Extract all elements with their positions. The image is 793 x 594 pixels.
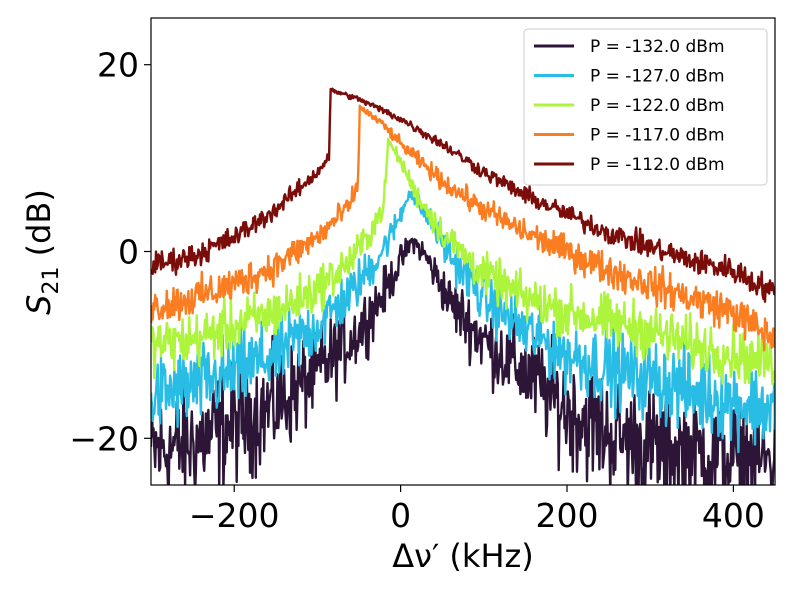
x-axis-label: Δν′ (kHz) bbox=[392, 537, 534, 575]
series-line-5 bbox=[151, 87, 775, 303]
x-tick-label: −200 bbox=[189, 496, 280, 535]
series-line-1 bbox=[151, 237, 775, 485]
y-axis-label-main: S bbox=[20, 295, 58, 315]
data-series-group bbox=[151, 87, 775, 485]
legend-label-1: P = -132.0 dBm bbox=[590, 37, 725, 57]
y-axis-label-sub: 21 bbox=[39, 267, 64, 295]
y-tick-label: 20 bbox=[97, 46, 139, 85]
legend-label-5: P = -112.0 dBm bbox=[590, 155, 725, 175]
series-line-2 bbox=[151, 190, 775, 454]
legend-label-2: P = -127.0 dBm bbox=[590, 67, 725, 87]
series-line-4 bbox=[151, 104, 775, 352]
x-tick-label: 400 bbox=[702, 496, 765, 535]
y-axis-label: S21 (dB) bbox=[20, 189, 64, 315]
legend-label-4: P = -117.0 dBm bbox=[590, 126, 725, 146]
x-tick-label: 200 bbox=[536, 496, 599, 535]
y-tick-label: −20 bbox=[69, 419, 139, 458]
legend: P = -132.0 dBm P = -127.0 dBm P = -122.0 d… bbox=[523, 28, 768, 186]
y-tick-label: 0 bbox=[118, 233, 139, 272]
series-line-3 bbox=[151, 137, 775, 386]
legend-label-3: P = -122.0 dBm bbox=[590, 96, 725, 116]
y-axis-label-unit: (dB) bbox=[20, 189, 58, 266]
x-tick-label: 0 bbox=[390, 496, 411, 535]
legend-box bbox=[523, 28, 768, 186]
